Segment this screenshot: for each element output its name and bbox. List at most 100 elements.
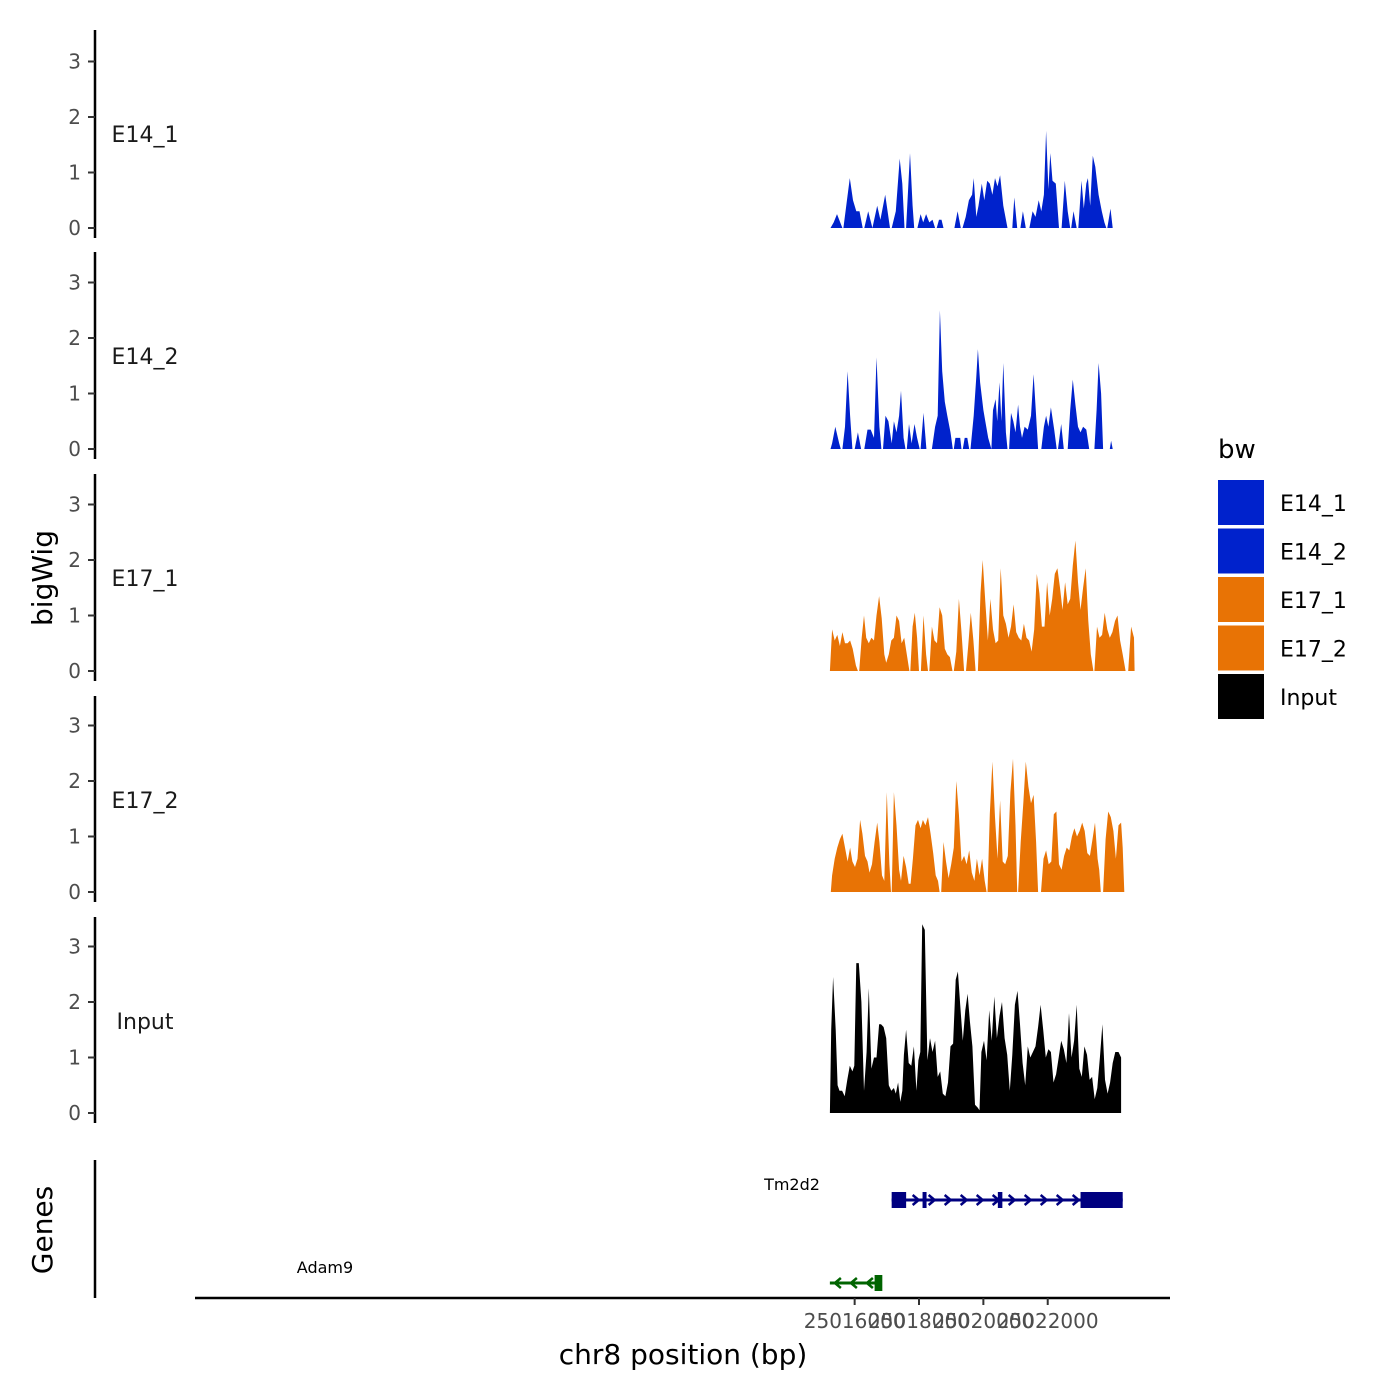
strand-arrow [943, 1194, 953, 1206]
genes-panel: Tm2d2 Adam9 [93, 1160, 1123, 1298]
area-segment [829, 629, 858, 671]
area-segment [830, 214, 843, 228]
area-segment [920, 412, 927, 449]
area-segment [1094, 612, 1126, 671]
area-segment [1018, 761, 1039, 892]
x-tick-label: 25022000 [997, 1309, 1099, 1333]
area-segment [1094, 363, 1104, 449]
strand-arrow [1071, 1194, 1081, 1206]
track-label: Input [117, 1010, 174, 1035]
gene-name: Tm2d2 [763, 1175, 820, 1194]
area-segment [1061, 180, 1071, 228]
y-tick-label: 1 [68, 1046, 81, 1070]
strand-arrow [1023, 1194, 1033, 1206]
strand-arrow [832, 1277, 842, 1289]
area-segment [962, 437, 970, 449]
area-segment [906, 153, 915, 228]
area-segment [1029, 130, 1059, 228]
area-segment [872, 194, 890, 228]
area-segment [966, 612, 976, 671]
area-segment [1067, 379, 1090, 449]
strand-arrow [959, 1194, 969, 1206]
x-tick-label: 25016000 [804, 1309, 906, 1333]
legend-label: Input [1280, 686, 1337, 711]
y-tick-label: 1 [68, 161, 81, 185]
y-tick-label: 1 [68, 382, 81, 406]
area-segment [931, 310, 953, 449]
y-tick-label: 0 [68, 659, 81, 683]
legend-swatch [1218, 625, 1264, 671]
y-tick-label: 0 [68, 1101, 81, 1125]
exon [997, 1192, 1003, 1208]
legend-swatch [1218, 674, 1264, 719]
x-tick-label: 25018000 [868, 1309, 970, 1333]
legend-label: E17_2 [1280, 638, 1347, 663]
legend-title: bw [1218, 435, 1256, 465]
area-segment [864, 211, 873, 228]
gene-tm2d2: Tm2d2 [763, 1175, 1123, 1208]
track-e17-2: 0 1 2 3 E17_2 [68, 696, 1125, 904]
area-segment [910, 612, 919, 671]
gene-adam9: Adam9 [297, 1258, 883, 1291]
area-segment [1012, 197, 1018, 228]
area-segment [883, 390, 906, 449]
track-label: E17_1 [112, 567, 179, 592]
y-tick-label: 0 [68, 437, 81, 461]
track-label: E17_2 [112, 789, 179, 814]
area-segment [864, 357, 882, 449]
strand-arrow [975, 1194, 985, 1206]
y-tick-label: 1 [68, 604, 81, 628]
gene-name: Adam9 [297, 1258, 353, 1277]
x-tick-label: 25020000 [932, 1309, 1034, 1333]
area-segment [830, 792, 891, 892]
strand-arrow [848, 1277, 858, 1289]
area-segment [1058, 424, 1064, 449]
track-e17-1: 0 1 2 3 E17_1 [68, 474, 1135, 683]
track-input: 0 1 2 3 Input [68, 917, 1122, 1125]
area-segment [891, 792, 940, 892]
exon [1080, 1192, 1123, 1208]
legend-swatch [1218, 577, 1264, 622]
y-tick-label: 0 [68, 880, 81, 904]
area-segment [906, 424, 920, 449]
strand-arrow [927, 1194, 937, 1206]
track-e14-1: 0 1 2 3 E14_1 [68, 30, 1113, 240]
y-tick-label: 2 [68, 326, 81, 350]
area-segment [854, 432, 862, 449]
x-axis-title: chr8 position (bp) [559, 1338, 808, 1371]
y-tick-label: 2 [68, 990, 81, 1014]
area-segment [953, 598, 965, 671]
area-segment [1009, 374, 1039, 449]
area-segment [977, 540, 1094, 671]
legend-label: E14_2 [1280, 541, 1347, 566]
y-tick-label: 3 [68, 493, 81, 517]
genes-axis-title: Genes [26, 1186, 59, 1274]
strand-arrow [1055, 1194, 1065, 1206]
area-segment [1107, 208, 1113, 228]
y-tick-label: 2 [68, 105, 81, 129]
area-segment [920, 615, 928, 671]
y-tick-label: 0 [68, 216, 81, 240]
y-tick-label: 3 [68, 714, 81, 738]
area-segment [954, 211, 961, 228]
track-label: E14_2 [112, 345, 179, 370]
area-segment [859, 596, 910, 671]
legend-label: E14_1 [1280, 492, 1347, 517]
area-segment [1041, 811, 1101, 892]
y-tick-label: 3 [68, 50, 81, 74]
strand-arrow [1007, 1194, 1017, 1206]
legend-swatch [1218, 528, 1264, 574]
area-segment [1020, 211, 1026, 228]
area-segment [1109, 440, 1113, 449]
track-e14-2: 0 1 2 3 E14_2 [68, 252, 1113, 461]
y-tick-label: 1 [68, 825, 81, 849]
area-segment [1071, 211, 1077, 228]
y-axis-title: bigWig [26, 530, 59, 626]
exon [891, 1192, 907, 1208]
exon [922, 1192, 927, 1208]
area-segment [970, 349, 992, 449]
exon [874, 1275, 883, 1291]
strand-arrow [864, 1277, 874, 1289]
